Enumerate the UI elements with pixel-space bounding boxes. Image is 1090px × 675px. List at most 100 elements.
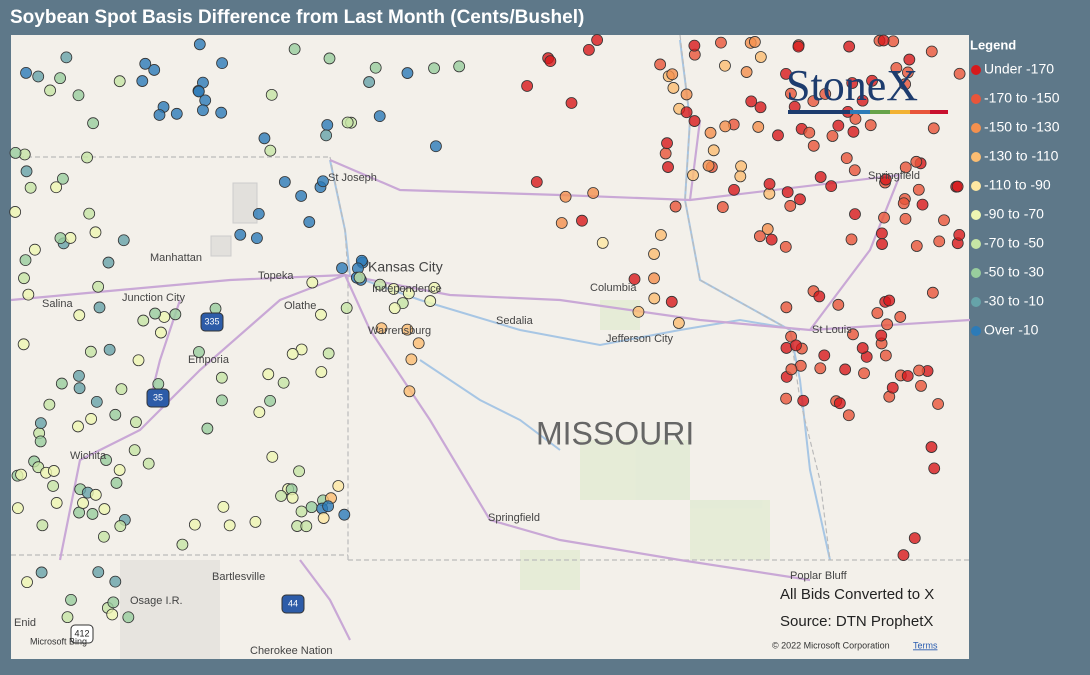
legend-swatch bbox=[971, 297, 981, 307]
bid-marker bbox=[402, 287, 415, 300]
bid-marker bbox=[424, 295, 437, 307]
bid-marker bbox=[807, 139, 820, 152]
highway-number: 35 bbox=[153, 392, 163, 402]
bid-marker bbox=[32, 70, 45, 83]
bid-marker bbox=[587, 187, 600, 199]
bid-marker bbox=[9, 206, 22, 218]
bid-marker bbox=[780, 301, 793, 314]
bid-marker bbox=[847, 328, 859, 341]
bid-marker bbox=[953, 228, 966, 241]
bid-marker bbox=[286, 491, 299, 504]
bid-marker bbox=[36, 519, 49, 532]
bid-marker bbox=[926, 286, 939, 299]
logo: StoneX bbox=[786, 61, 918, 110]
bid-marker bbox=[72, 420, 84, 433]
bid-marker bbox=[192, 85, 205, 98]
bid-marker bbox=[170, 107, 183, 120]
bid-marker bbox=[92, 280, 105, 293]
bid-marker bbox=[753, 230, 766, 243]
bid-marker bbox=[275, 490, 287, 502]
bid-marker bbox=[927, 122, 940, 135]
bid-marker bbox=[332, 480, 345, 492]
bid-marker bbox=[665, 295, 678, 308]
highway-shield bbox=[70, 624, 94, 644]
bid-marker bbox=[403, 385, 416, 398]
copyright: © 2022 Microsoft Corporation bbox=[772, 640, 890, 650]
place-label: Olathe bbox=[284, 300, 316, 312]
bid-marker bbox=[89, 488, 102, 501]
bid-marker bbox=[412, 337, 425, 350]
bid-marker bbox=[792, 40, 805, 53]
bid-marker bbox=[784, 200, 797, 212]
bid-marker bbox=[899, 78, 912, 91]
legend-label: -170 to -150 bbox=[984, 90, 1060, 106]
bid-marker bbox=[106, 608, 119, 621]
bid-marker bbox=[113, 464, 126, 476]
bid-marker bbox=[132, 354, 145, 367]
legend-label: Under -170 bbox=[984, 61, 1054, 77]
bid-marker bbox=[148, 64, 161, 76]
bid-marker bbox=[15, 468, 27, 481]
bid-marker bbox=[264, 394, 276, 407]
legend-title: Legend bbox=[970, 37, 1016, 52]
bid-markers bbox=[9, 34, 966, 624]
state-borders bbox=[11, 34, 970, 561]
bid-marker bbox=[251, 232, 263, 245]
bid-marker bbox=[719, 120, 732, 133]
legend-swatch bbox=[971, 123, 981, 133]
bid-marker bbox=[176, 538, 189, 551]
bid-marker bbox=[740, 66, 753, 78]
bid-marker bbox=[306, 276, 319, 289]
bid-marker bbox=[19, 254, 32, 266]
bid-marker bbox=[55, 377, 68, 390]
bid-marker bbox=[814, 171, 827, 183]
bid-marker bbox=[264, 144, 277, 157]
bid-marker bbox=[728, 183, 740, 196]
highway-shield bbox=[281, 594, 305, 614]
bid-marker bbox=[405, 353, 418, 366]
bid-marker bbox=[47, 465, 60, 477]
bid-marker bbox=[845, 233, 858, 246]
bid-marker bbox=[47, 480, 59, 492]
bid-marker bbox=[97, 530, 110, 543]
bid-marker bbox=[583, 43, 595, 56]
parks bbox=[520, 300, 770, 590]
bid-marker bbox=[266, 450, 279, 463]
bid-marker bbox=[107, 596, 120, 609]
bid-marker bbox=[901, 66, 914, 79]
bid-marker bbox=[530, 176, 543, 188]
bid-marker bbox=[262, 368, 275, 381]
bid-marker bbox=[77, 497, 89, 509]
place-label: St Joseph bbox=[328, 172, 377, 184]
place-labels: St Joseph Manhattan Topeka Kansas City Indep… bbox=[14, 170, 920, 657]
bid-marker bbox=[193, 38, 206, 51]
place-label: Emporia bbox=[188, 354, 230, 366]
bid-marker bbox=[688, 115, 701, 127]
bid-marker bbox=[565, 97, 578, 109]
bid-marker bbox=[908, 532, 921, 545]
bid-marker bbox=[707, 144, 720, 157]
map bbox=[10, 34, 971, 659]
bid-marker bbox=[894, 311, 907, 323]
bid-marker bbox=[317, 512, 330, 524]
bid-marker bbox=[20, 66, 32, 79]
bid-marker bbox=[819, 88, 832, 100]
bid-marker bbox=[323, 52, 336, 65]
bid-marker bbox=[842, 409, 855, 422]
bid-marker bbox=[35, 566, 48, 579]
bid-marker bbox=[109, 575, 122, 588]
bid-marker bbox=[338, 508, 351, 521]
bid-marker bbox=[401, 323, 414, 336]
bid-marker bbox=[879, 349, 892, 362]
bid-marker bbox=[73, 382, 86, 395]
legend-swatch bbox=[971, 326, 981, 336]
bid-marker bbox=[430, 140, 442, 153]
bid-marker bbox=[628, 273, 641, 286]
bid-marker bbox=[761, 223, 774, 235]
bid-marker bbox=[933, 235, 946, 248]
terms-link[interactable]: Terms bbox=[913, 640, 938, 650]
bid-marker bbox=[341, 116, 354, 129]
bid-marker bbox=[666, 68, 679, 81]
bid-marker bbox=[114, 520, 127, 532]
highway-number: 44 bbox=[288, 598, 298, 608]
